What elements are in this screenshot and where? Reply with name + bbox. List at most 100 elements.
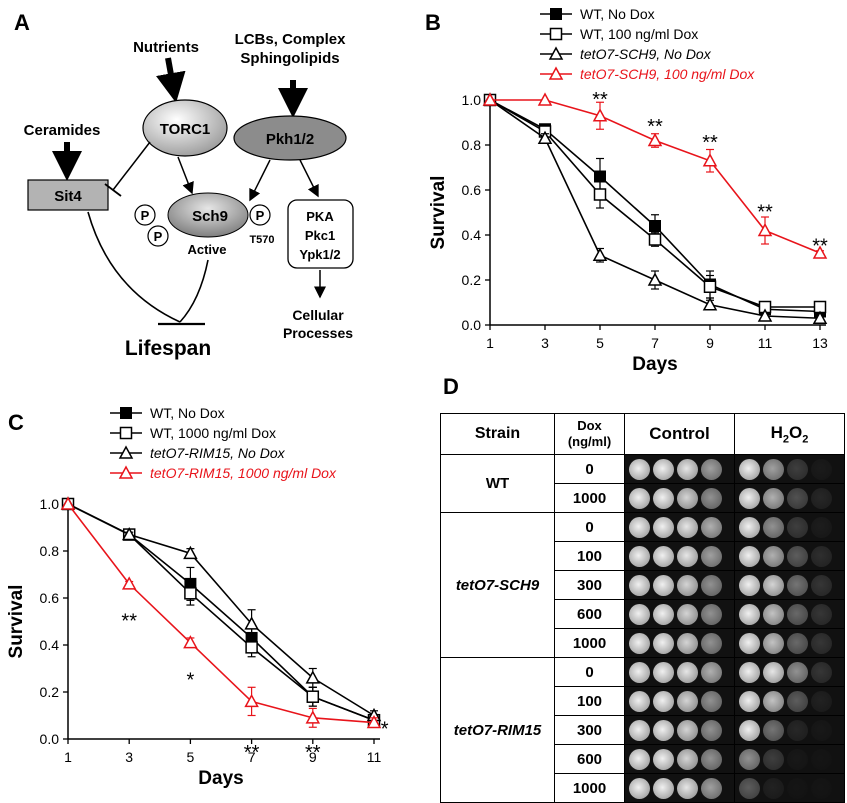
yeast-spot <box>653 690 674 712</box>
inhibit-bar-sit4 <box>104 183 122 197</box>
yeast-spot <box>677 545 698 567</box>
spot-assay-row: 1000 <box>441 773 845 803</box>
yeast-spot <box>763 777 784 799</box>
significance-mark: * <box>381 719 389 741</box>
yeast-spot <box>701 661 722 683</box>
yeast-spot <box>629 458 650 480</box>
yeast-spot <box>763 574 784 596</box>
y-tick-label: 0.8 <box>462 137 482 153</box>
col-dox-line1: Dox <box>577 418 602 433</box>
control-spots <box>624 686 735 716</box>
data-point <box>703 280 717 293</box>
h2o2-spots <box>734 628 845 658</box>
pkh-to-sch9-arrow <box>249 159 271 202</box>
yeast-spot <box>677 516 698 538</box>
yeast-spot <box>739 574 760 596</box>
y-tick-label: 0.2 <box>40 684 60 700</box>
spot-assay-row: tetO7-RIM15 0 <box>440 657 845 803</box>
torc1-inhibits-sit4 <box>112 141 151 191</box>
dox-dose: 300 <box>554 570 625 600</box>
significance-mark: ** <box>244 742 260 764</box>
yeast-spot <box>653 516 674 538</box>
strain-name: WT <box>440 454 555 513</box>
yeast-spot <box>629 719 650 741</box>
yeast-spot <box>629 632 650 654</box>
h2o2-spots <box>734 454 845 484</box>
yeast-spot <box>653 777 674 799</box>
yeast-spot <box>677 661 698 683</box>
yeast-spot <box>787 690 808 712</box>
series <box>482 92 828 324</box>
pkh-to-pka-arrow <box>299 159 319 198</box>
yeast-spot <box>739 661 760 683</box>
spot-assay-row: 300 <box>441 715 845 745</box>
x-tick-label: 7 <box>248 749 256 765</box>
yeast-spot <box>677 748 698 770</box>
yeast-spot <box>811 516 832 538</box>
x-tick-label: 11 <box>367 749 382 765</box>
yeast-spot <box>701 458 722 480</box>
yeast-spot <box>677 574 698 596</box>
yeast-spot <box>811 603 832 625</box>
sch9-inhibits-lifespan <box>179 259 209 323</box>
control-spots <box>624 454 735 484</box>
yeast-spot <box>701 748 722 770</box>
spot-assay-row: WT 0 <box>440 454 845 513</box>
lifespan-label: Lifespan <box>125 337 211 360</box>
yeast-spot <box>763 458 784 480</box>
x-tick-label: 1 <box>486 335 494 351</box>
y-tick-label: 1.0 <box>462 92 482 108</box>
data-point <box>537 92 553 106</box>
yeast-spot <box>629 777 650 799</box>
legend-label: tetO7-SCH9, 100 ng/ml Dox <box>580 66 755 82</box>
control-spots <box>624 483 735 513</box>
yeast-spot <box>701 603 722 625</box>
phospho-2-label: P <box>154 229 163 244</box>
control-spots <box>624 628 735 658</box>
legend-label: tetO7-SCH9, No Dox <box>580 46 712 62</box>
data-point <box>594 170 606 183</box>
control-spots <box>624 541 735 571</box>
t570-label: T570 <box>249 234 274 246</box>
phospho-1 <box>134 204 156 226</box>
yeast-spot <box>653 458 674 480</box>
significance-mark: ** <box>305 742 321 764</box>
spot-assay-row: 600 <box>441 599 845 629</box>
y-tick-label: 0.6 <box>40 590 60 606</box>
dox-dose: 300 <box>554 715 625 745</box>
yeast-spot <box>739 458 760 480</box>
legend-marker <box>548 46 564 60</box>
significance-mark: * <box>187 669 195 691</box>
data-point <box>593 188 607 201</box>
h2o2-spots <box>734 773 845 803</box>
panel-letter: C <box>8 410 24 435</box>
x-axis-label: Days <box>198 768 243 789</box>
lcb-label-line1: LCBs, Complex <box>235 31 347 48</box>
dox-dose: 600 <box>554 599 625 629</box>
legend-marker <box>118 465 134 479</box>
legend-label: WT, No Dox <box>150 405 225 421</box>
yeast-spot <box>701 719 722 741</box>
h2o2-spots <box>734 715 845 745</box>
legend-label: WT, No Dox <box>580 6 655 22</box>
data-point <box>649 220 661 232</box>
yeast-spot <box>763 603 784 625</box>
yeast-spot <box>677 487 698 509</box>
spot-assay-row: 100 <box>441 686 845 716</box>
yeast-spot <box>629 516 650 538</box>
data-point <box>592 247 608 261</box>
spot-assay-row: 300 <box>441 570 845 600</box>
y-tick-label: 0.0 <box>462 317 482 333</box>
dox-dose: 100 <box>554 686 625 716</box>
lcb-label-line2: Sphingolipids <box>240 50 339 67</box>
panel-d-letter-wrap: D <box>443 374 459 399</box>
yeast-spot <box>629 748 650 770</box>
pka-label: PKA <box>306 209 334 224</box>
dox-dose: 1000 <box>554 773 625 803</box>
legend-marker <box>119 426 133 440</box>
dox-dose: 600 <box>554 744 625 774</box>
yeast-spot <box>811 487 832 509</box>
y-axis-label: Survival <box>6 585 27 659</box>
series <box>60 496 382 722</box>
